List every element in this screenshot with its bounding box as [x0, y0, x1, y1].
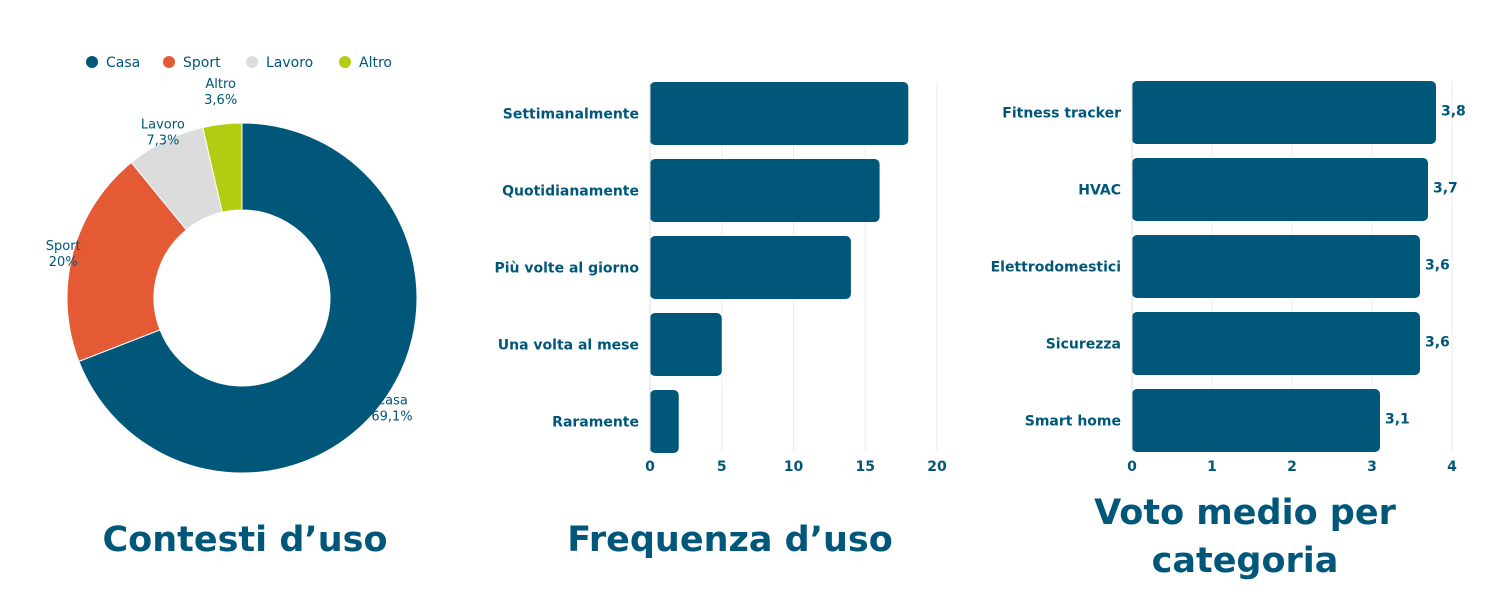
freq-tick-label: 15: [856, 459, 875, 475]
voto-value-label: 3,8: [1441, 104, 1466, 120]
donut-label-sport: Sport 20%: [46, 239, 81, 270]
legend-label-lavoro: Lavoro: [266, 55, 313, 71]
freq-category-label: Quotidianamente: [502, 184, 639, 200]
freq-tick-label: 0: [645, 459, 655, 475]
voto-value-label: 3,6: [1425, 335, 1450, 351]
donut-slice-casa: [78, 122, 418, 474]
legend-label-altro: Altro: [359, 55, 392, 71]
chart-title-voto-line2: categoria: [1151, 541, 1339, 581]
donut-label-casa: Casa 69,1%: [371, 394, 412, 425]
legend-swatch-lavoro: [246, 56, 258, 68]
voto-category-label: HVAC: [1078, 183, 1121, 199]
voto-value-label: 3,6: [1425, 258, 1450, 274]
chart-title-voto-line1: Voto medio per: [1094, 493, 1396, 533]
voto-tick-label: 1: [1207, 459, 1217, 475]
donut-label-altro: Altro 3,6%: [204, 77, 237, 108]
chart-panel-frequenza: 0 5 10 15 20 Settimanalmente Quotidianamente Pi…: [490, 0, 970, 600]
voto-tick-label: 0: [1127, 459, 1137, 475]
voto-category-label: Elettrodomestici: [991, 260, 1121, 276]
voto-bar: [1132, 158, 1428, 221]
freq-bar: [650, 390, 679, 453]
chart-title-contesti: Contesti d’uso: [102, 520, 388, 560]
voto-bar: [1132, 81, 1436, 144]
voto-category-label: Smart home: [1025, 414, 1121, 430]
chart-title-voto: Voto medio per categoria: [1010, 489, 1480, 585]
voto-bar: [1132, 235, 1420, 298]
voto-tick-label: 2: [1287, 459, 1297, 475]
voto-category-label: Fitness tracker: [1002, 106, 1121, 122]
bar-chart-voto: 0 1 2 3 4 Fitness tracker 3,8 HVAC 3,7 Elettrodom…: [991, 81, 1466, 475]
voto-category-label: Sicurezza: [1046, 337, 1121, 353]
freq-category-label: Raramente: [552, 415, 639, 431]
freq-bar: [650, 82, 909, 145]
legend-label-sport: Sport: [183, 55, 221, 71]
donut-slice-altro: [202, 122, 243, 213]
legend-swatch-sport: [163, 56, 175, 68]
voto-bar: [1132, 312, 1420, 375]
voto-bar: [1132, 389, 1380, 452]
voto-value-label: 3,1: [1385, 412, 1410, 428]
chart-panel-voto: 0 1 2 3 4 Fitness tracker 3,8 HVAC 3,7 Elettrodom…: [970, 0, 1500, 600]
freq-tick-label: 5: [717, 459, 727, 475]
freq-category-label: Più volte al giorno: [494, 261, 639, 277]
chart-title-frequenza: Frequenza d’uso: [567, 520, 893, 560]
freq-tick-label: 10: [784, 459, 804, 475]
voto-value-label: 3,7: [1433, 181, 1458, 197]
chart-panel-contesti: Casa Sport Lavoro Altro Casa 69,1% Sport 20% Lav…: [0, 0, 490, 600]
freq-category-label: Settimanalmente: [503, 107, 639, 123]
freq-tick-label: 20: [927, 459, 947, 475]
voto-tick-label: 4: [1447, 459, 1457, 475]
donut-label-lavoro: Lavoro 7,3%: [141, 117, 185, 148]
freq-category-label: Una volta al mese: [498, 338, 639, 354]
legend-label-casa: Casa: [106, 55, 140, 71]
freq-bar: [650, 313, 722, 376]
donut-slice-sport: [66, 161, 188, 363]
voto-tick-label: 3: [1367, 459, 1377, 475]
legend-swatch-altro: [339, 56, 351, 68]
freq-bar: [650, 159, 880, 222]
bar-chart-frequenza: 0 5 10 15 20 Settimanalmente Quotidianamente Pi…: [494, 82, 947, 475]
donut-chart: Casa Sport Lavoro Altro Casa 69,1% Sport 20% Lav…: [46, 55, 418, 474]
legend-swatch-casa: [86, 56, 98, 68]
freq-bar: [650, 236, 851, 299]
